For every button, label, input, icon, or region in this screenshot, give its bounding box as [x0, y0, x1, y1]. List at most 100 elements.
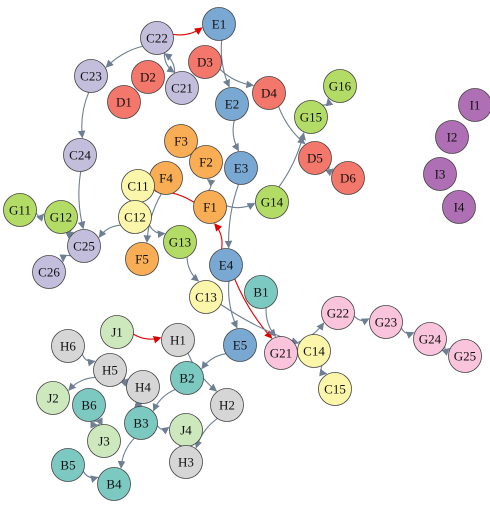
- node-label: C21: [171, 81, 193, 96]
- node-e5[interactable]: E5: [223, 328, 257, 362]
- node-d3[interactable]: D3: [188, 45, 222, 79]
- node-j3[interactable]: J3: [87, 424, 121, 458]
- node-circle: [3, 193, 37, 227]
- node-label: G24: [419, 332, 442, 347]
- node-b3[interactable]: B3: [124, 406, 158, 440]
- node-j4[interactable]: J4: [169, 413, 203, 447]
- node-circle: [124, 406, 158, 440]
- node-circle: [448, 339, 482, 373]
- node-g23[interactable]: G23: [369, 305, 403, 339]
- node-label: B6: [81, 398, 97, 413]
- node-label: D3: [197, 55, 213, 70]
- node-label: D6: [340, 171, 356, 186]
- node-f5[interactable]: F5: [125, 242, 159, 276]
- node-c22[interactable]: C22: [140, 21, 174, 55]
- node-g21[interactable]: G21: [264, 336, 298, 370]
- node-label: C22: [146, 31, 168, 46]
- edge-g14-g15: [278, 132, 306, 188]
- node-i2[interactable]: I2: [435, 120, 469, 154]
- node-g11[interactable]: G11: [3, 193, 37, 227]
- node-c21[interactable]: C21: [165, 71, 199, 105]
- node-d4[interactable]: D4: [252, 76, 286, 110]
- node-b5[interactable]: B5: [51, 448, 85, 482]
- node-label: H4: [135, 380, 151, 395]
- node-e2[interactable]: E2: [215, 87, 249, 121]
- node-b4[interactable]: B4: [97, 467, 131, 501]
- node-e4[interactable]: E4: [209, 248, 243, 282]
- node-h3[interactable]: H3: [169, 445, 203, 479]
- node-h6[interactable]: H6: [51, 329, 85, 363]
- node-label: B3: [133, 416, 148, 431]
- node-g13[interactable]: G13: [163, 225, 197, 259]
- node-d1[interactable]: D1: [107, 85, 141, 119]
- node-c14[interactable]: C14: [297, 334, 331, 368]
- node-c26[interactable]: C26: [32, 255, 66, 289]
- node-circle: [51, 448, 85, 482]
- node-b2[interactable]: B2: [170, 361, 204, 395]
- node-h1[interactable]: H1: [161, 323, 195, 357]
- node-c11[interactable]: C11: [121, 169, 155, 203]
- node-label: E5: [233, 338, 247, 353]
- node-c23[interactable]: C23: [74, 59, 108, 93]
- edge-b5-b4: [82, 471, 99, 483]
- node-i3[interactable]: I3: [423, 157, 457, 191]
- node-label: D1: [116, 95, 132, 110]
- edge-h5-j2: [68, 376, 96, 391]
- node-c24[interactable]: C24: [63, 138, 97, 172]
- node-g16[interactable]: G16: [323, 69, 357, 103]
- edge-c14-c15: [319, 365, 328, 377]
- node-circle: [188, 45, 222, 79]
- node-circle: [331, 161, 365, 195]
- node-d5[interactable]: D5: [298, 141, 332, 175]
- node-i1[interactable]: I1: [458, 88, 490, 122]
- node-f2[interactable]: F2: [189, 145, 223, 179]
- node-c25[interactable]: C25: [67, 229, 101, 263]
- node-g22[interactable]: G22: [321, 296, 355, 330]
- edge-b3-b4: [117, 437, 135, 469]
- node-label: G11: [9, 203, 31, 218]
- node-c15[interactable]: C15: [318, 372, 352, 406]
- node-circle: [131, 60, 165, 94]
- node-j2[interactable]: J2: [36, 381, 70, 415]
- edge-c23-c24: [77, 92, 90, 139]
- node-j1[interactable]: J1: [100, 315, 134, 349]
- node-label: B2: [179, 371, 194, 386]
- node-label: C23: [80, 69, 102, 84]
- node-h4[interactable]: H4: [126, 370, 160, 404]
- node-c12[interactable]: C12: [118, 200, 152, 234]
- node-d6[interactable]: D6: [331, 161, 365, 195]
- node-g25[interactable]: G25: [448, 339, 482, 373]
- edge-c12-g13: [148, 224, 166, 238]
- node-c13[interactable]: C13: [189, 280, 223, 314]
- node-h5[interactable]: H5: [93, 353, 127, 387]
- node-g12[interactable]: G12: [44, 200, 78, 234]
- node-e1[interactable]: E1: [202, 7, 236, 41]
- edge-c21-c22: [164, 53, 176, 74]
- node-g15[interactable]: G15: [294, 100, 328, 134]
- edge-e4-e5: [228, 281, 238, 329]
- node-b6[interactable]: B6: [72, 388, 106, 422]
- node-label: B4: [106, 477, 122, 492]
- node-f3[interactable]: F3: [164, 124, 198, 158]
- node-label: G13: [169, 235, 191, 250]
- node-i4[interactable]: I4: [442, 190, 476, 224]
- node-g14[interactable]: G14: [255, 185, 289, 219]
- node-e3[interactable]: E3: [224, 151, 258, 185]
- node-label: B5: [60, 458, 75, 473]
- edge-b1-g21: [265, 307, 277, 337]
- edge-e4-f1: [214, 223, 223, 250]
- node-d2[interactable]: D2: [131, 60, 165, 94]
- node-circle: [36, 381, 70, 415]
- node-b1[interactable]: B1: [244, 275, 278, 309]
- node-g24[interactable]: G24: [413, 322, 447, 356]
- node-label: G23: [375, 315, 397, 330]
- edge-f1-f2: [206, 178, 216, 191]
- node-f4[interactable]: F4: [149, 161, 183, 195]
- node-label: F3: [174, 134, 188, 149]
- node-label: H2: [219, 398, 235, 413]
- node-f1[interactable]: F1: [193, 190, 227, 224]
- node-h2[interactable]: H2: [210, 388, 244, 422]
- node-label: C15: [324, 382, 346, 397]
- node-label: H6: [60, 339, 76, 354]
